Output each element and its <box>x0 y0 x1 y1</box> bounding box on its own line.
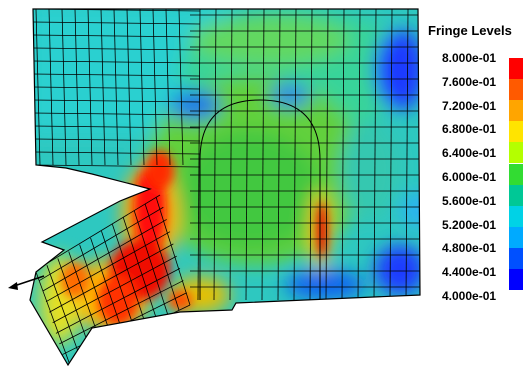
legend-swatch <box>509 142 523 164</box>
legend-swatch <box>509 58 523 79</box>
legend-label: 4.000e-01 <box>442 289 497 303</box>
legend-label: 7.200e-01 <box>442 98 497 113</box>
legend-label: 6.800e-01 <box>442 122 497 137</box>
legend-swatch <box>509 79 523 101</box>
legend-label: 8.000e-01 <box>442 51 497 65</box>
legend-label: 6.000e-01 <box>442 170 497 184</box>
legend-swatch <box>509 247 523 269</box>
legend-label: 7.600e-01 <box>442 74 497 89</box>
legend-swatch <box>509 226 523 248</box>
legend-swatch <box>509 100 523 122</box>
legend-swatch <box>509 269 523 290</box>
legend-label: 6.400e-01 <box>442 146 497 161</box>
legend-label: 5.200e-01 <box>442 217 497 232</box>
legend-swatch <box>509 205 523 227</box>
legend-title: Fringe Levels <box>428 23 512 38</box>
legend-swatch <box>509 163 523 185</box>
legend-color-bar <box>509 58 523 290</box>
legend-label: 4.800e-01 <box>442 241 497 256</box>
force-arrow-icon <box>8 275 45 290</box>
legend-label: 5.600e-01 <box>442 193 497 208</box>
legend-swatch <box>509 121 523 143</box>
legend-swatch <box>509 184 523 206</box>
legend-label: 4.400e-01 <box>442 265 497 280</box>
